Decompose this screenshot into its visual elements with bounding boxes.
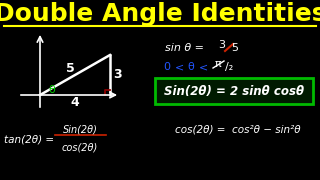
Text: Sin(2θ): Sin(2θ)	[63, 125, 97, 135]
Text: <: <	[199, 62, 208, 72]
Text: Double Angle Identities: Double Angle Identities	[0, 2, 320, 26]
Text: 5: 5	[66, 62, 74, 75]
Text: <: <	[175, 62, 184, 72]
Text: sin θ =: sin θ =	[165, 43, 204, 53]
Text: θ: θ	[187, 62, 194, 72]
Bar	[155, 78, 313, 104]
Text: 0: 0	[163, 62, 170, 72]
Text: cos(2θ) =  cos²θ − sin²θ: cos(2θ) = cos²θ − sin²θ	[175, 125, 300, 135]
Text: θ: θ	[49, 85, 55, 95]
Text: cos(2θ): cos(2θ)	[62, 143, 98, 153]
Text: /₂: /₂	[225, 62, 233, 72]
Text: 4: 4	[71, 96, 79, 109]
Text: 3: 3	[219, 40, 226, 50]
Text: 5: 5	[231, 43, 238, 53]
Text: tan(2θ) =: tan(2θ) =	[4, 135, 54, 145]
Text: π: π	[215, 59, 221, 69]
Text: Sin(2θ) = 2 sinθ cosθ: Sin(2θ) = 2 sinθ cosθ	[164, 86, 304, 98]
Text: 3: 3	[114, 68, 122, 80]
